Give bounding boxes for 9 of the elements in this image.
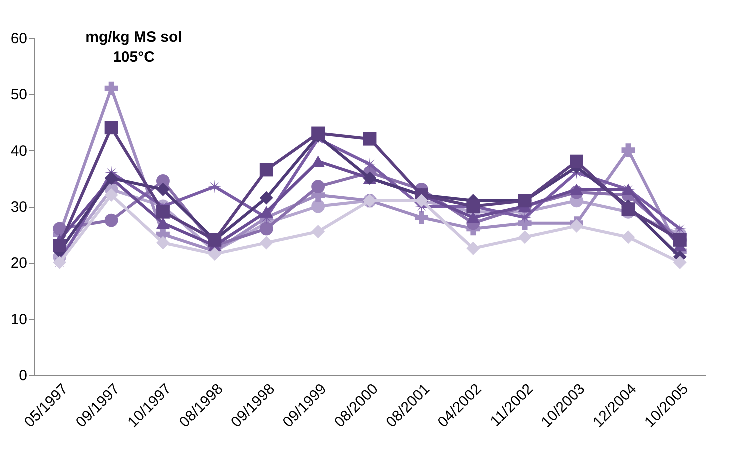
y-tick-label: 20 [10,255,28,272]
text: mg/kg MS sol [86,29,182,46]
y-tick-label: 10 [10,311,28,328]
y-tick-label: 0 [19,368,28,384]
text: 105°C [113,49,155,66]
y-tick-label: 30 [10,199,28,216]
y-tick-label: 50 [10,86,28,104]
y-tick-label: 40 [10,142,28,160]
y-tick-label: 60 [10,30,28,48]
